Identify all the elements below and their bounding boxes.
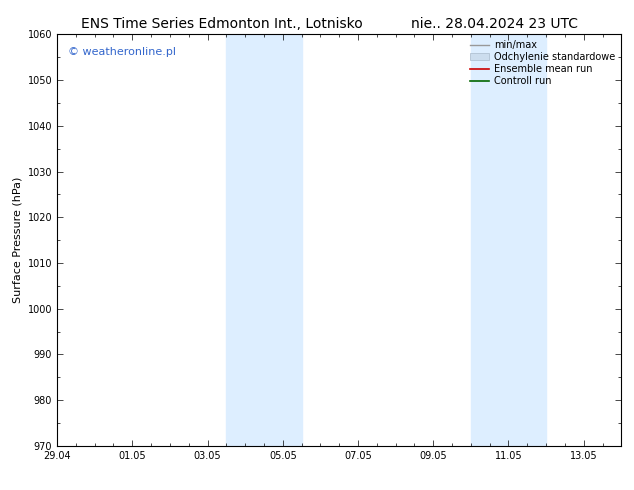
Text: ENS Time Series Edmonton Int., Lotnisko: ENS Time Series Edmonton Int., Lotnisko (81, 17, 363, 31)
Bar (226, 34, 302, 446)
Legend: min/max, Odchylenie standardowe, Ensemble mean run, Controll run: min/max, Odchylenie standardowe, Ensembl… (467, 37, 618, 89)
Text: nie.. 28.04.2024 23 UTC: nie.. 28.04.2024 23 UTC (411, 17, 578, 31)
Bar (471, 34, 546, 446)
Text: © weatheronline.pl: © weatheronline.pl (68, 47, 176, 57)
Y-axis label: Surface Pressure (hPa): Surface Pressure (hPa) (12, 177, 22, 303)
